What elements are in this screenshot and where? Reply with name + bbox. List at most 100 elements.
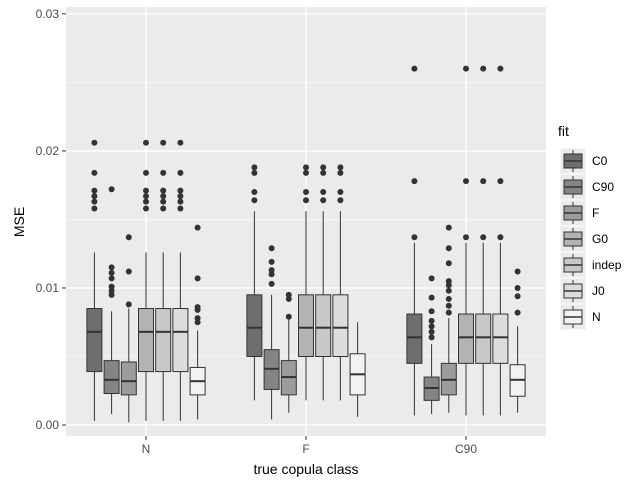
outlier-point	[160, 205, 167, 212]
outlier-point	[268, 271, 275, 278]
box-C0-C90	[406, 65, 423, 416]
outlier-point	[108, 186, 115, 193]
outlier-point	[320, 169, 327, 176]
box-C90-F	[263, 245, 280, 420]
boxplot-marks	[86, 65, 526, 423]
outlier-point	[445, 260, 452, 267]
outlier-point	[445, 245, 452, 252]
outlier-point	[463, 234, 469, 241]
outlier-point	[303, 197, 309, 204]
box-body	[246, 294, 263, 358]
outlier-point	[108, 275, 115, 282]
outlier-point	[285, 295, 292, 302]
outlier-point	[445, 295, 452, 302]
legend-key-C0: C0	[559, 147, 608, 175]
outlier-point	[445, 309, 452, 316]
outlier-point	[91, 187, 98, 194]
box-N-F	[349, 322, 366, 417]
box-G0-F	[298, 164, 314, 401]
outlier-point	[445, 278, 452, 285]
box-body	[120, 361, 137, 396]
outlier-point	[303, 169, 309, 176]
outlier-point	[320, 189, 327, 196]
outlier-point	[160, 193, 167, 200]
outlier-point	[160, 198, 167, 205]
legend-key-N: N	[559, 303, 601, 331]
y-axis-title: MSE	[11, 207, 27, 237]
legend-label: J0	[592, 284, 605, 298]
outlier-point	[194, 224, 201, 231]
box-indep-C90	[475, 65, 492, 416]
box-body	[138, 308, 154, 373]
outlier-point	[143, 193, 149, 200]
outlier-point	[428, 317, 435, 324]
outlier-point	[514, 284, 521, 291]
x-tick-label: N	[142, 442, 151, 456]
x-axis-title: true copula class	[253, 461, 358, 477]
outlier-point	[463, 65, 469, 72]
outlier-point	[303, 164, 309, 171]
legend-label: C0	[592, 154, 608, 168]
outlier-point	[337, 169, 344, 176]
legend: fit C0 C90 F G0 indep J0 N	[558, 123, 622, 331]
outlier-point	[160, 169, 167, 176]
outlier-point	[428, 323, 435, 330]
box-body	[155, 308, 172, 373]
outlier-point	[268, 267, 275, 274]
outlier-point	[445, 224, 452, 231]
outlier-point	[285, 291, 292, 298]
box-J0-N	[172, 139, 189, 421]
outlier-point	[125, 268, 132, 275]
outlier-point	[177, 187, 184, 194]
outlier-point	[428, 308, 435, 315]
outlier-point	[143, 169, 149, 176]
outlier-point	[194, 315, 201, 322]
outlier-point	[445, 287, 452, 294]
box-N-C90	[509, 268, 526, 413]
outlier-point	[480, 65, 487, 72]
outlier-point	[514, 268, 521, 275]
box-J0-F	[332, 164, 349, 401]
outlier-point	[445, 282, 452, 289]
box-body	[315, 294, 332, 358]
outlier-point	[251, 164, 258, 171]
box-G0-N	[138, 139, 154, 421]
outlier-point	[91, 205, 98, 212]
legend-key-J0: J0	[559, 277, 605, 305]
outlier-point	[428, 275, 435, 282]
outlier-point	[320, 164, 327, 171]
legend-label: indep	[592, 258, 622, 272]
outlier-point	[177, 193, 184, 200]
outlier-point	[320, 197, 327, 204]
box-C0-F	[246, 164, 263, 401]
box-J0-C90	[492, 65, 509, 416]
y-tick-label: 0.01	[36, 281, 60, 295]
outlier-point	[125, 234, 132, 241]
outlier-point	[91, 139, 98, 146]
outlier-point	[268, 258, 275, 265]
box-body	[86, 308, 103, 373]
legend-title: fit	[558, 123, 569, 139]
legend-label: F	[592, 206, 599, 220]
outlier-point	[303, 189, 309, 196]
outlier-point	[194, 319, 201, 326]
outlier-point	[428, 328, 435, 335]
outlier-point	[177, 205, 184, 212]
outlier-point	[268, 245, 275, 252]
outlier-point	[514, 309, 521, 316]
outlier-point	[91, 169, 98, 176]
box-body	[298, 294, 314, 358]
box-C90-C90	[423, 275, 440, 415]
outlier-point	[251, 189, 258, 196]
outlier-point	[251, 169, 258, 176]
outlier-point	[411, 234, 418, 241]
x-tick-label: C90	[455, 442, 477, 456]
box-body	[406, 313, 423, 364]
box-indep-N	[155, 139, 172, 421]
legend-key-indep: indep	[559, 251, 622, 279]
box-body	[458, 313, 474, 364]
outlier-point	[194, 275, 201, 282]
box-F-N	[120, 234, 137, 423]
outlier-point	[143, 187, 149, 194]
